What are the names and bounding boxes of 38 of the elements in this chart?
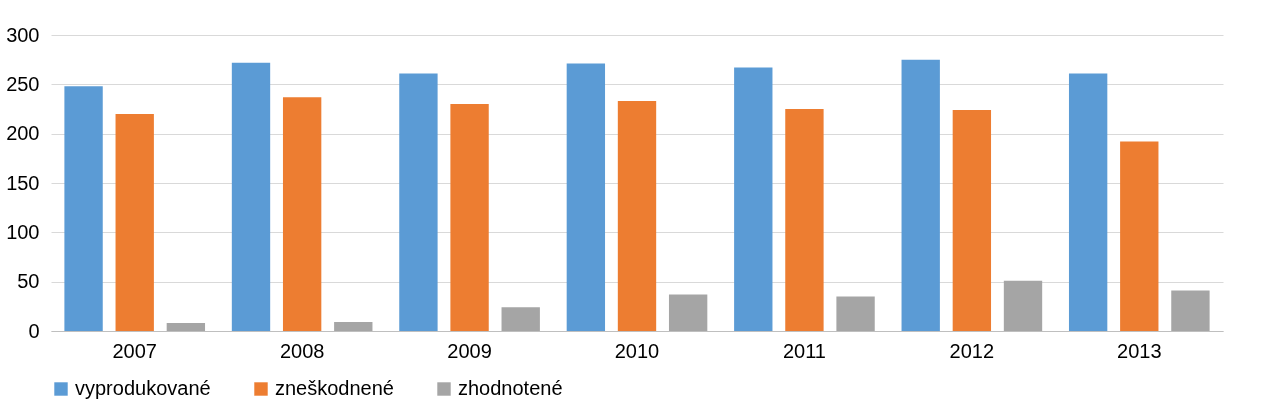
legend-label: zneškodnené	[275, 377, 394, 399]
x-tick-label: 2011	[782, 339, 826, 362]
y-tick-label: 250	[6, 72, 40, 95]
bar	[566, 63, 606, 331]
bar	[668, 294, 708, 331]
legend-label: vyprodukované	[75, 377, 211, 399]
legend-label: zhodnotené	[458, 377, 563, 399]
bar	[617, 101, 657, 331]
bar	[734, 67, 773, 331]
x-tick-label: 2008	[279, 339, 325, 362]
bar	[836, 296, 875, 331]
y-tick-label: 150	[6, 171, 40, 194]
bar	[450, 104, 489, 331]
x-tick-label: 2009	[447, 339, 492, 362]
bar	[901, 59, 940, 331]
bar	[501, 307, 540, 331]
bar	[166, 323, 206, 331]
x-tick-label: 2012	[949, 339, 995, 362]
bar	[1003, 280, 1043, 331]
bar	[952, 109, 992, 331]
bar	[785, 109, 824, 331]
bar	[1120, 141, 1159, 331]
y-tick-label: 50	[17, 270, 40, 293]
y-tick-label: 300	[6, 23, 40, 46]
bar	[334, 322, 373, 331]
x-tick-label: 2010	[614, 339, 660, 362]
y-tick-label: 0	[28, 319, 40, 342]
x-tick-label: 2013	[1117, 339, 1162, 362]
bar	[64, 86, 103, 331]
bar	[282, 97, 322, 331]
bar	[231, 62, 271, 331]
y-tick-label: 200	[6, 122, 40, 145]
bar	[399, 73, 438, 331]
bar	[115, 113, 154, 331]
bar	[1171, 290, 1210, 331]
x-tick-label: 2007	[112, 339, 157, 362]
y-tick-label: 100	[6, 220, 40, 243]
bar	[1068, 73, 1108, 331]
